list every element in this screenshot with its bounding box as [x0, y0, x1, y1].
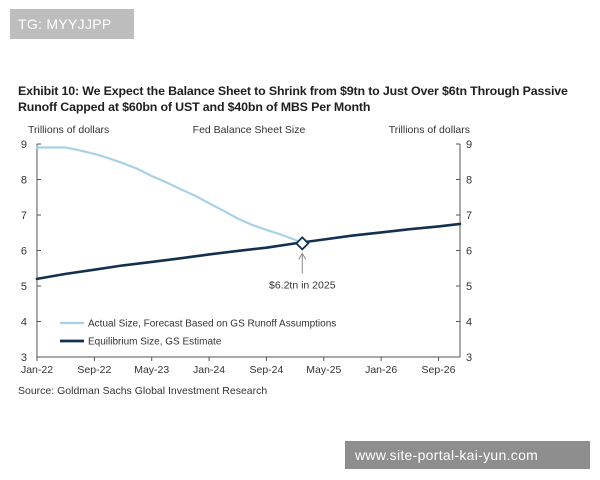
- legend-label-actual: Actual Size, Forecast Based on GS Runoff…: [88, 319, 336, 330]
- watermark-top: TG: MYYJJPP: [10, 9, 134, 39]
- source-note: Source: Goldman Sachs Global Investment …: [18, 385, 268, 397]
- annotation-label: $6.2tn in 2025: [269, 279, 336, 291]
- annotation-arrowhead: [298, 252, 307, 260]
- y-tick-label-left: 5: [21, 281, 27, 293]
- x-tick-label: Jan-24: [193, 364, 225, 376]
- y-axis-label-right: Trillions of dollars: [389, 124, 470, 136]
- y-tick-label-left: 9: [21, 139, 27, 151]
- y-tick-label-left: 6: [21, 246, 27, 258]
- y-tick-label-right: 9: [466, 139, 472, 151]
- y-tick-label-right: 4: [466, 317, 472, 329]
- y-tick-label-right: 5: [466, 281, 472, 293]
- x-tick-label: Sep-24: [249, 364, 283, 376]
- y-tick-label-left: 8: [21, 175, 27, 187]
- x-tick-label: Jan-26: [365, 364, 397, 376]
- chart-title: Fed Balance Sheet Size: [193, 124, 306, 136]
- y-tick-label-right: 3: [466, 352, 472, 364]
- series-line-equilibrium: [35, 222, 462, 281]
- y-axis-label-left: Trillions of dollars: [28, 124, 109, 136]
- x-tick-label: Jan-22: [21, 364, 53, 376]
- y-tick-label-right: 6: [466, 246, 472, 258]
- x-tick-label: Sep-22: [77, 364, 111, 376]
- x-tick-label: May-23: [134, 364, 169, 376]
- legend-label-equilibrium: Equilibrium Size, GS Estimate: [88, 337, 222, 348]
- y-tick-label-right: 8: [466, 175, 472, 187]
- x-tick-label: Sep-26: [422, 364, 456, 376]
- y-tick-label-right: 7: [466, 210, 472, 222]
- y-tick-label-left: 7: [21, 210, 27, 222]
- x-tick-label: May-25: [306, 364, 341, 376]
- intersection-marker: [294, 236, 310, 251]
- chart-exhibit-title: Exhibit 10: We Expect the Balance Sheet …: [18, 84, 568, 114]
- y-tick-label-left: 4: [21, 317, 27, 329]
- watermark-bottom: www.site-portal-kai-yun.com: [345, 441, 590, 469]
- series-line-actual: [35, 146, 304, 245]
- y-tick-label-left: 3: [21, 352, 27, 364]
